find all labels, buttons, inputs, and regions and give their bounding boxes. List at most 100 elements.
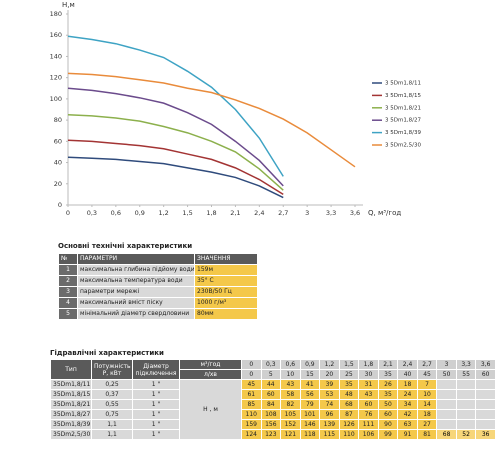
y-tick-label: 140 <box>50 52 62 60</box>
x-tick-label: 1,2 <box>158 209 168 217</box>
spec-row: 3 параметри мережі 230В/50 Гц <box>58 286 258 298</box>
header-cell: Тип <box>50 359 92 380</box>
flow-lpm-cell: 0 <box>241 369 262 380</box>
spec-cell: 1 <box>58 264 78 276</box>
empty-cell <box>455 379 477 390</box>
empty-cell <box>475 379 496 390</box>
y-tick-label: 80 <box>54 116 62 124</box>
head-cell: 26 <box>377 379 399 390</box>
head-cell: 123 <box>260 429 282 440</box>
x-tick-label: 0,6 <box>111 209 121 217</box>
empty-cell <box>455 389 477 400</box>
y-tick-label: 180 <box>50 10 62 18</box>
flow-cell: 2,4 <box>397 359 418 370</box>
y-tick-label: 60 <box>54 137 62 145</box>
head-cell: 146 <box>299 419 321 430</box>
x-tick-label: 3,3 <box>326 209 336 217</box>
flow-cell: 1,2 <box>319 359 340 370</box>
empty-cell <box>436 419 457 430</box>
flow-cell: 2,1 <box>377 359 399 370</box>
x-tick-label: 1,8 <box>206 209 216 217</box>
flow-lpm-cell: 15 <box>299 369 321 380</box>
pump-cell: 0,75 <box>91 409 133 420</box>
legend-label: 3 5Dm2,5/30 <box>385 143 421 149</box>
spec-cell: 2 <box>58 275 78 287</box>
x-tick-label: 1,5 <box>182 209 192 217</box>
empty-cell <box>475 389 496 400</box>
head-cell: 126 <box>338 419 360 430</box>
head-cell: 82 <box>280 399 301 410</box>
y-tick-label: 40 <box>54 159 62 167</box>
flow-lpm-cell: 5 <box>260 369 282 380</box>
head-cell: 45 <box>241 379 262 390</box>
pump-cell: 1 " <box>132 399 180 410</box>
pump-cell: 35Dm1,8/11 <box>50 379 92 390</box>
head-cell: 58 <box>280 389 301 400</box>
flow-cell: 1,8 <box>358 359 379 370</box>
hydraulics-table: Тип Потужність Р, кВт Діаметр підключення м… <box>50 359 496 440</box>
head-cell: 60 <box>260 389 282 400</box>
head-cell: 124 <box>241 429 262 440</box>
y-tick-label: 100 <box>50 95 62 103</box>
spec-cell: 1000 г/м³ <box>194 297 258 309</box>
flow-lpm-cell: 10 <box>280 369 301 380</box>
pump-cell: 1 " <box>132 379 180 390</box>
head-cell: 7 <box>416 379 438 390</box>
y-tick-label: 120 <box>50 74 62 82</box>
head-cell: 81 <box>416 429 438 440</box>
flow-lpm-cell: 30 <box>358 369 379 380</box>
head-cell: 139 <box>319 419 340 430</box>
empty-cell <box>436 399 457 410</box>
head-cell: 43 <box>358 389 379 400</box>
head-cell: 87 <box>338 409 360 420</box>
empty-cell <box>436 379 457 390</box>
head-cell: 24 <box>397 389 418 400</box>
x-tick-label: 3 <box>305 209 309 217</box>
head-cell: 61 <box>241 389 262 400</box>
pump-cell: 0,55 <box>91 399 133 410</box>
head-cell: 111 <box>358 419 379 430</box>
flow-cell: 2,7 <box>416 359 438 370</box>
spec-row: 1 максимальна глибина підйому води 159м <box>58 264 258 276</box>
head-cell: 60 <box>377 409 399 420</box>
head-cell: 79 <box>299 399 321 410</box>
head-cell: 43 <box>280 379 301 390</box>
head-cell: 18 <box>416 409 438 420</box>
x-tick-label: 2,4 <box>254 209 264 217</box>
head-cell: 105 <box>280 409 301 420</box>
head-cell: 35 <box>338 379 360 390</box>
hydraulics-title: Гідравлічні характеристики <box>50 349 164 357</box>
spec-cell: 80мм <box>194 308 258 320</box>
head-cell: 90 <box>377 419 399 430</box>
flow-lpm-cell: 35 <box>377 369 399 380</box>
head-cell: 159 <box>241 419 262 430</box>
pump-row: 35Dm1,8/27 0,75 1 " 110 108 105 101 96 87 76 60 42 1… <box>50 409 496 420</box>
head-cell: 14 <box>416 399 438 410</box>
flow-cell: 3 <box>436 359 457 370</box>
empty-cell <box>455 419 477 430</box>
head-cell: 42 <box>397 409 418 420</box>
flow-lpm-cell: 40 <box>397 369 418 380</box>
head-cell: 34 <box>397 399 418 410</box>
pump-row: 35Dm2,5/30 1,1 1 " 124 123 121 118 115 110 106 99 9… <box>50 429 496 440</box>
spec-cell: 4 <box>58 297 78 309</box>
pump-row: 35Dm1,8/15 0,37 1 " 61 60 58 56 53 48 43 35 24 10 <box>50 389 496 400</box>
pump-cell: 35Dm2,5/30 <box>50 429 92 440</box>
legend-label: 3 5Dm1,8/11 <box>385 81 421 87</box>
specs-table: № ПАРАМЕТРИ ЗНАЧЕННЯ 1 максимальна глибина п… <box>58 253 258 320</box>
spec-cell: 5 <box>58 308 78 320</box>
flow-lpm-cell: 55 <box>455 369 477 380</box>
spec-cell: мінімальний діаметр свердловини <box>77 308 195 320</box>
header-cell: Потужність Р, кВт <box>91 359 133 380</box>
header-row: № ПАРАМЕТРИ ЗНАЧЕННЯ <box>58 253 258 265</box>
series-line <box>67 87 284 187</box>
head-cell: 63 <box>397 419 418 430</box>
pump-cell: 1,1 <box>91 419 133 430</box>
pump-row: 35Dm1,8/11 0,25 1 " Н , м 45 44 43 41 39 35 31 26 18… <box>50 379 496 440</box>
empty-cell <box>436 409 457 420</box>
flow-cell: 0,6 <box>280 359 301 370</box>
series-line <box>67 72 356 168</box>
legend-label: 3 5Dm1,8/39 <box>385 130 421 136</box>
spec-cell: максимальний вміст піску <box>77 297 195 309</box>
